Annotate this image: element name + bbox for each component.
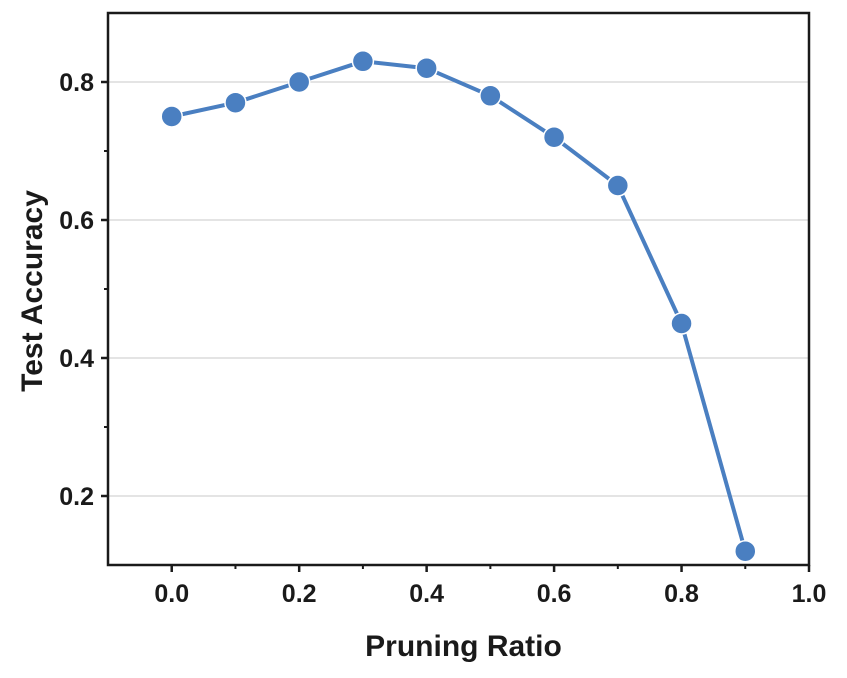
data-point [287,70,311,94]
x-tick-label: 0.2 [282,580,317,608]
x-tick-label: 0.4 [409,580,444,608]
plot-frame [106,11,811,567]
data-point [670,312,693,335]
data-point [351,50,375,73]
axis-ticks: 0.2 0.4 0.6 0.8 0.0 0.2 0.4 0.6 0.8 1.0 [59,69,826,608]
data-point [224,91,247,114]
x-tick-label: 0.8 [664,580,699,608]
x-tick-label: 0.6 [537,580,572,608]
data-point [734,539,757,563]
x-axis-title: Pruning Ratio [365,630,562,663]
data-point [160,105,183,128]
data-point [415,56,438,80]
y-tick-label: 0.8 [59,69,94,97]
data-point [479,84,502,108]
series-layer [160,50,757,563]
y-tick-label: 0.4 [59,345,94,373]
grid-lines [108,81,809,497]
y-tick-label: 0.6 [59,207,94,235]
data-point [542,125,566,149]
series-line [169,59,748,554]
x-tick-label: 1.0 [792,580,827,608]
y-axis-title: Test Accuracy [16,190,49,392]
x-tick-label: 0.0 [154,580,189,608]
data-point [606,174,630,197]
y-tick-label: 0.2 [59,483,94,511]
